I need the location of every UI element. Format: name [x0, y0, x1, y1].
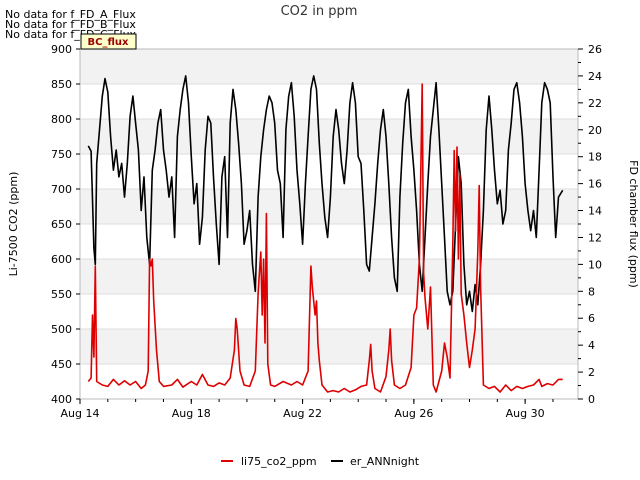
y2-tick-label: 16 [588, 178, 602, 191]
background-band [80, 329, 578, 364]
legend-label-er-annnight: er_ANNnight [350, 455, 420, 468]
y-axis-label: Li-7500 CO2 (ppm) [7, 172, 20, 277]
y2-tick-label: 2 [588, 366, 595, 379]
y-tick-label: 450 [51, 358, 72, 371]
bc-flux-badge-box [80, 33, 137, 50]
y-tick-label: 900 [51, 43, 72, 56]
x-tick-label: Aug 14 [61, 407, 100, 420]
chart-title: CO2 in ppm [281, 4, 358, 19]
no-data-message-b: No data for f_FD_B_Flux [5, 18, 136, 31]
legend-label-li75: li75_co2_ppm [241, 455, 317, 468]
y2-tick-label: 24 [588, 70, 602, 83]
x-tick-label: Aug 18 [172, 407, 211, 420]
y-tick-label: 550 [51, 288, 72, 301]
y2-tick-label: 20 [588, 124, 602, 137]
y-tick-label: 800 [51, 113, 72, 126]
x-axis: Aug 14 Aug 18 Aug 22 Aug 26 Aug 30 [61, 399, 554, 420]
x-tick-label: Aug 30 [506, 407, 545, 420]
y2-tick-label: 12 [588, 231, 602, 244]
y2-axis-label: FD chamber flux (ppm) [627, 160, 640, 288]
plot-background-bands [80, 48, 578, 400]
series-lines [87, 75, 564, 393]
y-tick-label: 850 [51, 78, 72, 91]
no-data-message-a: No data for f_FD_A_Flux [5, 8, 136, 21]
x-tick-label: Aug 26 [394, 407, 433, 420]
y2-tick-label: 6 [588, 312, 595, 325]
y2-tick-label: 14 [588, 205, 602, 218]
background-band [80, 259, 578, 294]
y2-tick-label: 22 [588, 97, 602, 110]
x-tick-label: Aug 22 [283, 407, 322, 420]
y-tick-label: 600 [51, 253, 72, 266]
y-tick-label: 700 [51, 183, 72, 196]
series-line-er-annnight [87, 75, 564, 313]
y2-tick-label: 4 [588, 339, 595, 352]
y2-tick-label: 26 [588, 43, 602, 56]
bc-flux-badge: BC_flux [80, 33, 137, 50]
y-tick-label: 500 [51, 323, 72, 336]
legend: li75_co2_ppm er_ANNnight [221, 455, 420, 468]
y-tick-label: 650 [51, 218, 72, 231]
y-axis-left: 400 450 500 550 600 650 700 750 800 850 900 [51, 43, 80, 406]
y-tick-label: 750 [51, 148, 72, 161]
y2-tick-label: 10 [588, 258, 602, 271]
series-line-li75-co2-ppm [87, 83, 563, 393]
y2-tick-label: 0 [588, 393, 595, 406]
background-band [80, 49, 578, 84]
y-tick-label: 400 [51, 393, 72, 406]
y2-tick-label: 8 [588, 285, 595, 298]
y2-tick-label: 18 [588, 151, 602, 164]
bc-flux-badge-label: BC_flux [88, 37, 129, 48]
